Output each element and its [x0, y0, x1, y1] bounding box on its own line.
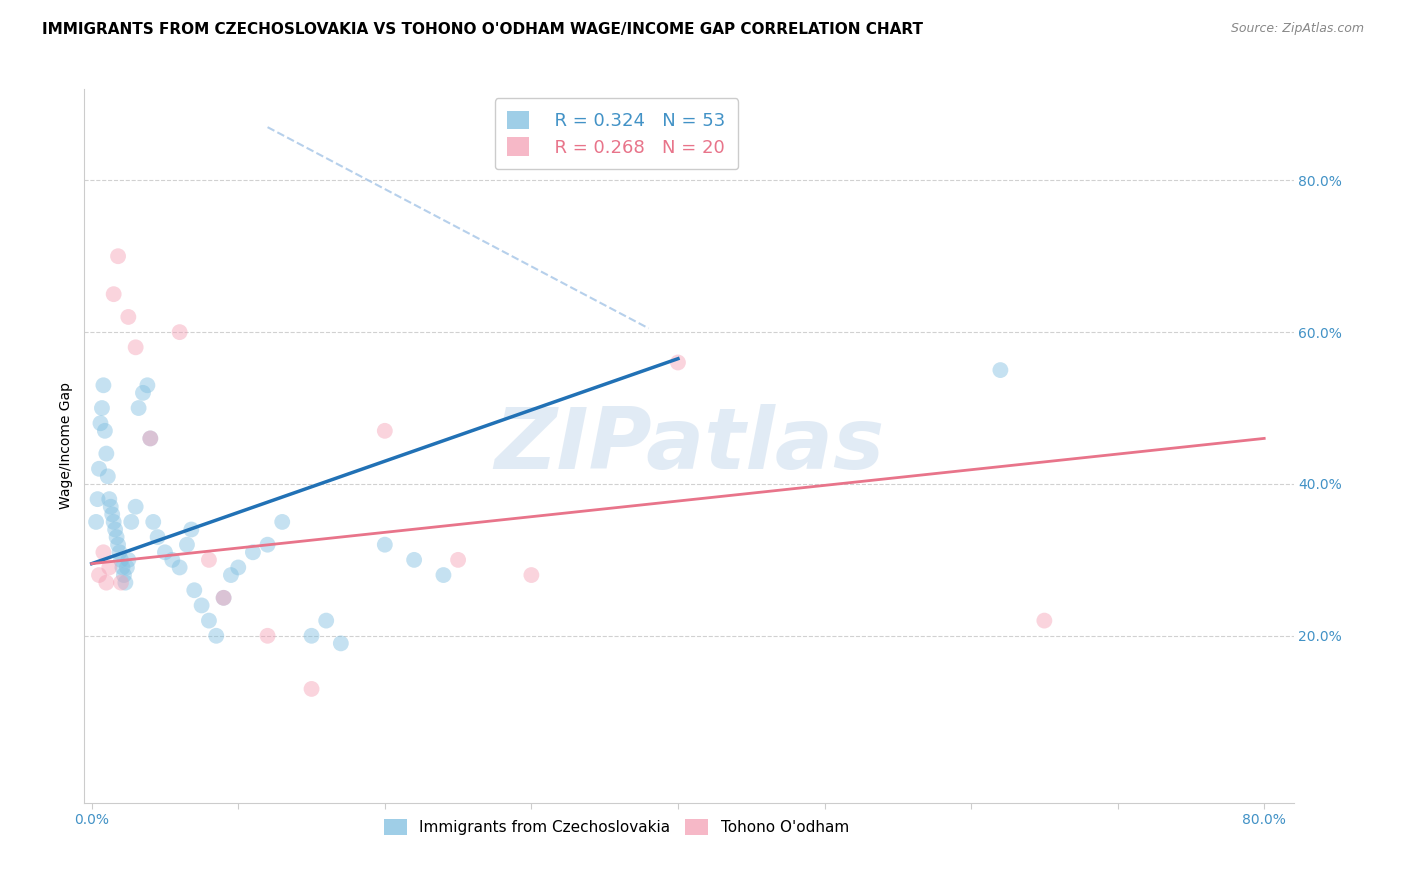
Point — [93, 378, 115, 392]
Point — [212, 591, 235, 605]
Point — [205, 629, 228, 643]
Point — [374, 538, 396, 552]
Point — [124, 340, 146, 354]
Point — [103, 515, 125, 529]
Point — [128, 401, 150, 415]
Point — [404, 553, 426, 567]
Point — [432, 568, 454, 582]
Point — [374, 424, 396, 438]
Point — [86, 492, 108, 507]
Point — [104, 523, 127, 537]
Point — [990, 363, 1012, 377]
Point — [169, 560, 191, 574]
Point — [315, 614, 337, 628]
Point — [110, 575, 132, 590]
Point — [271, 515, 294, 529]
Point — [142, 515, 165, 529]
Point — [256, 629, 278, 643]
Point — [329, 636, 352, 650]
Point — [112, 568, 135, 582]
Point — [176, 538, 198, 552]
Point — [120, 515, 142, 529]
Point — [180, 523, 202, 537]
Point — [162, 553, 184, 567]
Point — [87, 568, 110, 582]
Point — [98, 492, 121, 507]
Point — [89, 416, 111, 430]
Point — [97, 469, 120, 483]
Point — [132, 385, 155, 400]
Point — [124, 500, 146, 514]
Point — [256, 538, 278, 552]
Point — [520, 568, 543, 582]
Point — [96, 575, 118, 590]
Point — [107, 538, 129, 552]
Text: ZIPatlas: ZIPatlas — [494, 404, 884, 488]
Point — [93, 545, 115, 559]
Point — [105, 530, 128, 544]
Point — [108, 545, 131, 559]
Point — [103, 287, 125, 301]
Point — [114, 575, 136, 590]
Point — [84, 515, 107, 529]
Point — [212, 591, 235, 605]
Point — [1033, 614, 1056, 628]
Point — [198, 553, 221, 567]
Point — [111, 560, 134, 574]
Y-axis label: Wage/Income Gap: Wage/Income Gap — [59, 383, 73, 509]
Point — [139, 431, 162, 445]
Point — [226, 560, 249, 574]
Point — [101, 508, 124, 522]
Point — [110, 553, 132, 567]
Point — [242, 545, 264, 559]
Point — [117, 553, 139, 567]
Point — [169, 325, 191, 339]
Point — [107, 249, 129, 263]
Point — [190, 599, 212, 613]
Point — [301, 681, 323, 696]
Point — [91, 401, 114, 415]
Text: IMMIGRANTS FROM CZECHOSLOVAKIA VS TOHONO O'ODHAM WAGE/INCOME GAP CORRELATION CHA: IMMIGRANTS FROM CZECHOSLOVAKIA VS TOHONO… — [42, 22, 924, 37]
Point — [94, 424, 117, 438]
Point — [117, 310, 139, 324]
Point — [87, 462, 110, 476]
Point — [115, 560, 138, 574]
Point — [98, 560, 121, 574]
Point — [100, 500, 122, 514]
Point — [136, 378, 159, 392]
Point — [153, 545, 176, 559]
Point — [146, 530, 169, 544]
Point — [183, 583, 205, 598]
Point — [447, 553, 470, 567]
Legend: Immigrants from Czechoslovakia, Tohono O'odham: Immigrants from Czechoslovakia, Tohono O… — [378, 814, 855, 841]
Point — [96, 447, 118, 461]
Point — [666, 355, 689, 369]
Point — [301, 629, 323, 643]
Text: Source: ZipAtlas.com: Source: ZipAtlas.com — [1230, 22, 1364, 36]
Point — [219, 568, 242, 582]
Point — [198, 614, 221, 628]
Point — [139, 431, 162, 445]
